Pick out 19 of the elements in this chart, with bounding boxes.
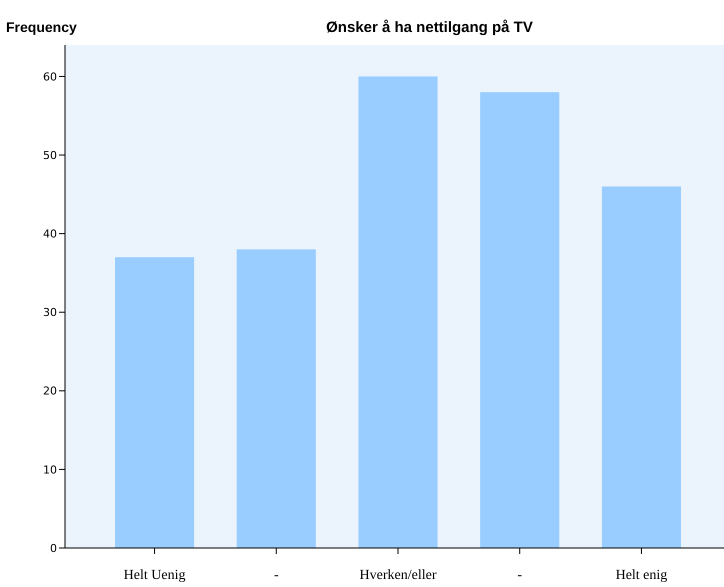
y-tick-label: 20	[43, 384, 57, 398]
y-tick-label: 50	[43, 148, 57, 162]
y-tick-label: 30	[43, 306, 57, 320]
x-tick-label: -	[274, 568, 279, 583]
x-tick-label: Hverken/eller	[360, 568, 437, 583]
y-tick-label: 60	[43, 70, 57, 84]
y-tick-label: 40	[43, 227, 57, 240]
bar	[358, 76, 438, 548]
x-tick-label: Helt enig	[616, 568, 668, 583]
y-tick-label: 0	[50, 542, 57, 555]
y-tick-label: 10	[43, 463, 57, 476]
bar	[480, 92, 560, 548]
bar	[236, 249, 316, 548]
x-tick-label: -	[517, 568, 522, 583]
bar	[115, 257, 194, 548]
chart-title: Ønsker å ha nettilgang på TV	[326, 19, 533, 36]
y-axis-title: Frequency	[6, 19, 78, 35]
x-tick-label: Helt Uenig	[124, 568, 186, 583]
bar	[602, 186, 681, 548]
